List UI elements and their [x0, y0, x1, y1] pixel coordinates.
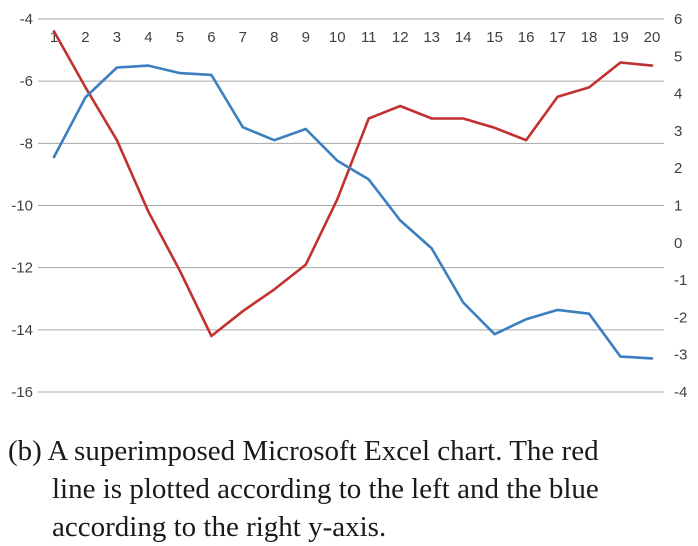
x-tick-label: 12	[392, 29, 409, 46]
right-y-axis-tick-labels: 6 5 4 3 2 1 0 -1 -2 -3 -4	[674, 11, 687, 401]
x-tick-label: 20	[644, 29, 661, 46]
left-y-tick-label: -12	[11, 260, 33, 277]
x-tick-label: 14	[455, 29, 472, 46]
figure-caption: (b) A superimposed Microsoft Excel chart…	[8, 432, 698, 546]
x-tick-label: 3	[113, 29, 121, 46]
right-y-tick-label: 4	[674, 86, 682, 103]
right-y-tick-label: -4	[674, 384, 687, 401]
x-tick-label: 15	[486, 29, 503, 46]
x-tick-label: 7	[239, 29, 247, 46]
caption-line-3: according to the right y-axis.	[52, 511, 387, 543]
x-tick-label: 16	[518, 29, 535, 46]
left-y-tick-label: -14	[11, 322, 33, 339]
x-tick-label: 2	[81, 29, 89, 46]
x-tick-label: 5	[176, 29, 184, 46]
left-y-axis-tick-labels: -4 -6 -8 -10 -12 -14 -16	[11, 11, 33, 401]
x-tick-label: 1	[50, 29, 58, 46]
series-lines	[52, 30, 654, 360]
right-y-tick-label: 0	[674, 235, 682, 252]
left-y-tick-label: -4	[20, 11, 33, 28]
line-chart: 1 2 3 4 5 6 7 8 9 10 11 12 13 14 15 16 17 18 19 20 -4-6-8-1…	[11, 11, 687, 401]
x-tick-label: 9	[302, 29, 310, 46]
x-tick-label: 4	[144, 29, 152, 46]
right-y-tick-label: 2	[674, 160, 682, 177]
x-tick-label: 17	[549, 29, 566, 46]
x-tick-label: 13	[423, 29, 440, 46]
right-y-tick-label: -1	[674, 272, 687, 289]
right-y-tick-label: 6	[674, 11, 682, 28]
right-y-tick-label: -2	[674, 309, 687, 326]
x-axis-tick-labels: 1 2 3 4 5 6 7 8 9 10 11 12 13 14 15 16 17 18 19 20	[50, 29, 661, 46]
left-y-tick-label: -8	[20, 135, 33, 152]
left-y-tick-label: -10	[11, 198, 33, 215]
x-tick-label: 19	[612, 29, 629, 46]
caption-line-1: (b) A superimposed Microsoft Excel chart…	[8, 435, 599, 467]
left-y-tick-label: -6	[20, 73, 33, 90]
red-series-line	[52, 30, 654, 338]
right-y-tick-label: 5	[674, 48, 682, 65]
blue-series-line	[52, 64, 654, 360]
x-tick-label: 10	[329, 29, 346, 46]
gridlines	[38, 18, 664, 393]
right-y-tick-label: -3	[674, 347, 687, 364]
x-tick-label: 11	[361, 29, 377, 46]
x-tick-label: 18	[581, 29, 598, 46]
caption-line-2: line is plotted according to the left an…	[52, 473, 599, 505]
right-y-tick-label: 3	[674, 123, 682, 140]
left-y-tick-label: -16	[11, 384, 33, 401]
right-y-tick-label: 1	[674, 198, 682, 215]
x-tick-label: 6	[207, 29, 215, 46]
x-tick-label: 8	[270, 29, 278, 46]
